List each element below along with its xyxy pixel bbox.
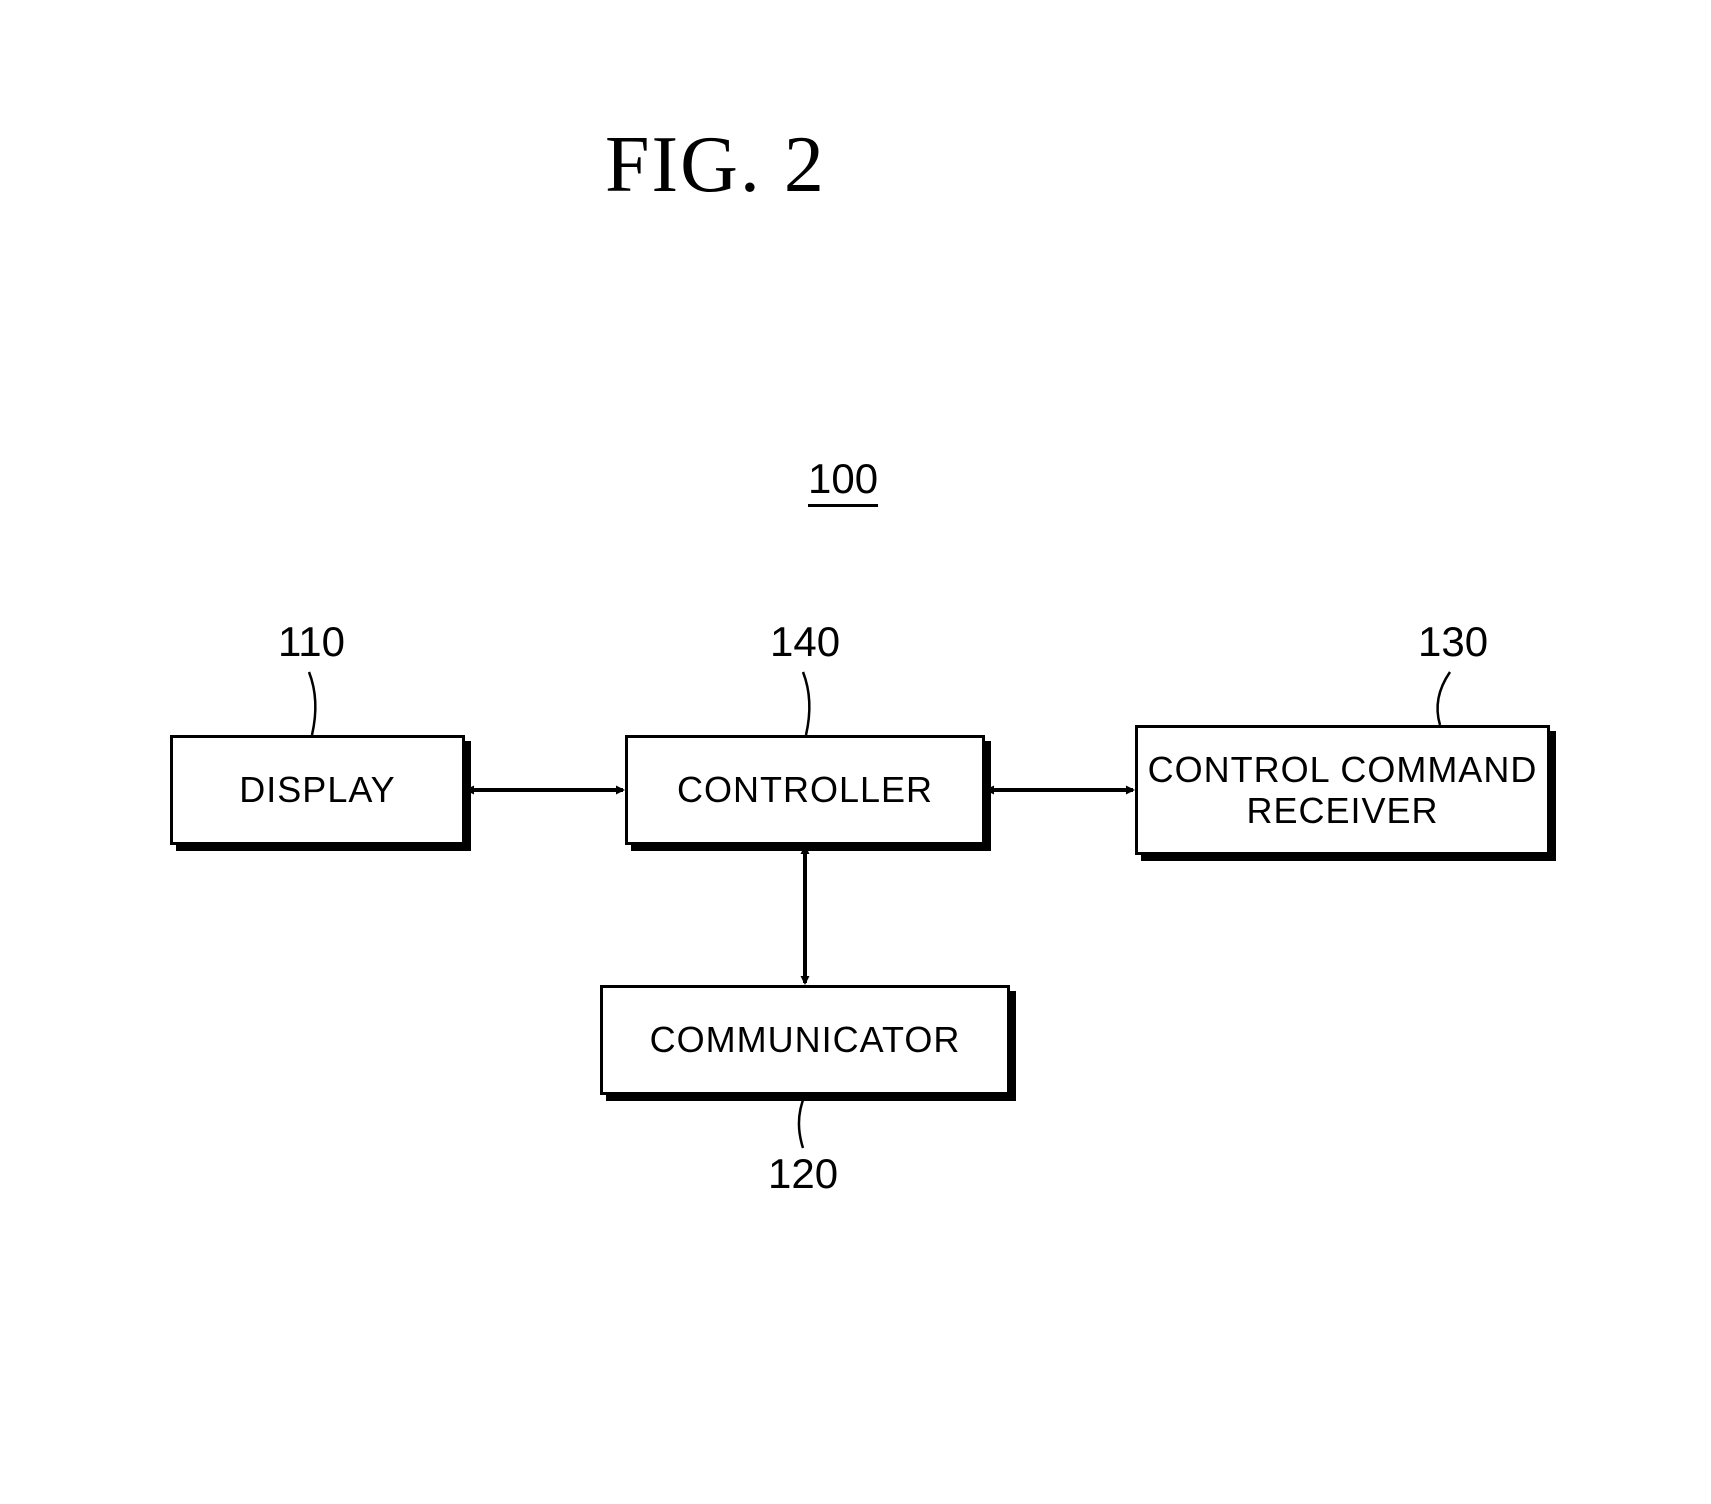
diagram-canvas: FIG. 2 100 DISPLAY 110 CONTROLLER 140 CO… xyxy=(0,0,1711,1504)
receiver-block-label: CONTROL COMMAND RECEIVER xyxy=(1148,749,1538,832)
leader-controller xyxy=(803,672,809,735)
leader-display xyxy=(309,672,315,735)
receiver-ref-label: 130 xyxy=(1418,618,1488,666)
communicator-block-label: COMMUNICATOR xyxy=(650,1019,961,1060)
display-block: DISPLAY xyxy=(170,735,465,845)
communicator-block: COMMUNICATOR xyxy=(600,985,1010,1095)
figure-title: FIG. 2 xyxy=(605,120,826,211)
leader-communicator xyxy=(799,1095,805,1148)
controller-ref-label: 140 xyxy=(770,618,840,666)
system-ref-label: 100 xyxy=(808,455,878,503)
display-ref-label: 110 xyxy=(278,618,345,666)
display-block-label: DISPLAY xyxy=(239,769,395,810)
controller-block-label: CONTROLLER xyxy=(677,769,933,810)
receiver-block: CONTROL COMMAND RECEIVER xyxy=(1135,725,1550,855)
leader-receiver xyxy=(1438,672,1450,725)
communicator-ref-label: 120 xyxy=(768,1150,838,1198)
controller-block: CONTROLLER xyxy=(625,735,985,845)
